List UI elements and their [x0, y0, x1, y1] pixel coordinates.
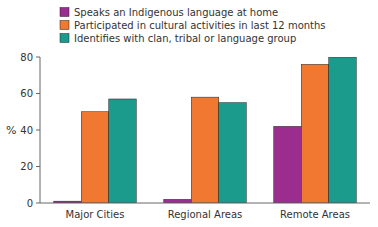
y-axis-label: % — [6, 124, 16, 137]
bar — [219, 103, 247, 203]
legend-swatch — [60, 34, 69, 43]
legend: Speaks an Indigenous language at home Par… — [60, 7, 326, 44]
bar — [191, 97, 219, 203]
chart: Speaks an Indigenous language at home Par… — [0, 0, 378, 227]
x-tick-label: Regional Areas — [168, 209, 243, 220]
legend-label: Identifies with clan, tribal or language… — [74, 33, 296, 44]
bar — [301, 64, 329, 203]
legend-swatch — [60, 21, 69, 30]
y-axis: 0 20 40 60 80 — [20, 52, 40, 209]
bar — [109, 99, 137, 203]
y-tick — [36, 166, 40, 167]
y-tick-label: 20 — [20, 161, 33, 172]
chart-container: Speaks an Indigenous language at home Par… — [0, 0, 378, 227]
x-tick-label: Remote Areas — [280, 209, 350, 220]
bar — [329, 57, 357, 203]
legend-label: Speaks an Indigenous language at home — [74, 7, 278, 18]
y-tick — [36, 93, 40, 94]
y-tick — [36, 130, 40, 131]
bar — [274, 126, 302, 203]
x-tick-label: Major Cities — [66, 209, 125, 220]
y-tick-label: 0 — [27, 198, 33, 209]
x-axis-line — [40, 203, 370, 204]
y-tick-label: 40 — [20, 125, 33, 136]
y-tick — [36, 57, 40, 58]
y-tick — [36, 203, 40, 204]
y-tick-label: 80 — [20, 52, 33, 63]
bars — [54, 57, 357, 203]
legend-label: Participated in cultural activities in l… — [74, 20, 326, 31]
x-axis: Major Cities Regional Areas Remote Areas — [66, 209, 350, 220]
y-axis-line — [40, 57, 41, 203]
bar — [164, 199, 192, 203]
y-tick-label: 60 — [20, 88, 33, 99]
legend-swatch — [60, 8, 69, 17]
bar — [81, 112, 109, 203]
